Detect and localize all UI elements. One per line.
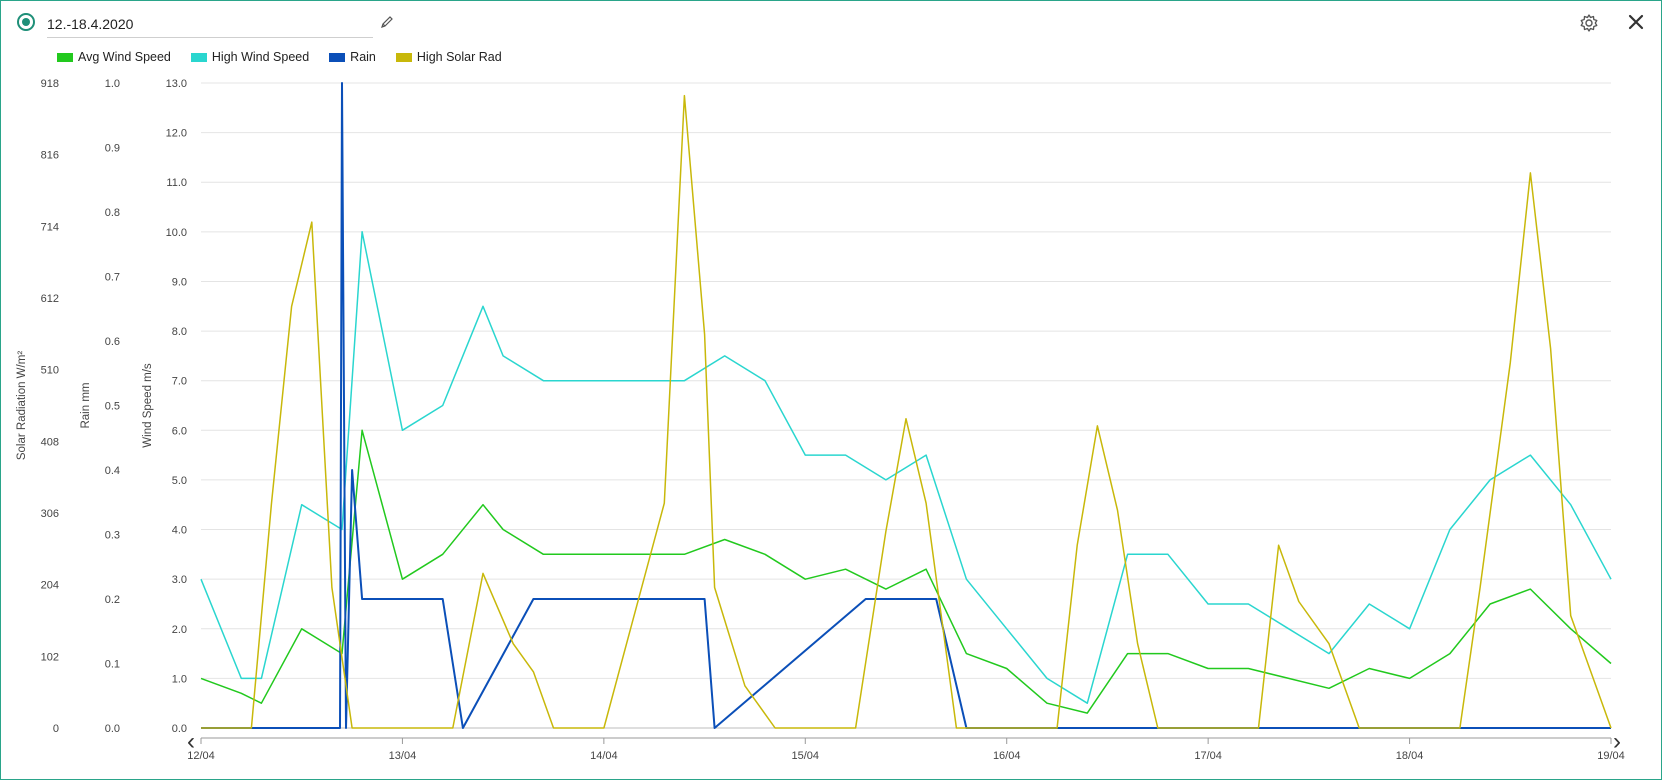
series-line-0 bbox=[200, 429, 1612, 714]
legend: Avg Wind Speed High Wind Speed Rain High So… bbox=[57, 47, 502, 67]
axis-title: Solar Radiation W/m² bbox=[16, 351, 28, 460]
tick-label: 816 bbox=[41, 150, 59, 162]
x-axis: 12/04 13/04 14/04 15/04 16/04 17/04 18/04 19/04 bbox=[187, 737, 1625, 762]
legend-label: High Wind Speed bbox=[211, 50, 310, 64]
tick-label: 918 bbox=[41, 78, 59, 90]
x-tick-label: 19/04 bbox=[1597, 750, 1625, 762]
series-line-3 bbox=[201, 94, 1612, 729]
x-tick-label: 15/04 bbox=[792, 750, 820, 762]
tick-label: 0.7 bbox=[105, 272, 120, 284]
legend-label: High Solar Rad bbox=[416, 50, 502, 64]
tick-label: 1.0 bbox=[105, 78, 120, 90]
tick-label: 2.0 bbox=[172, 624, 187, 636]
tick-label: 510 bbox=[41, 365, 59, 377]
legend-item[interactable]: High Solar Rad bbox=[395, 50, 502, 64]
legend-label: Rain bbox=[350, 50, 376, 64]
status-dot-icon[interactable] bbox=[17, 13, 35, 31]
tick-label: 10.0 bbox=[166, 227, 187, 239]
tick-label: 306 bbox=[41, 508, 59, 520]
tick-label: 0.8 bbox=[105, 207, 120, 219]
tick-label: 5.0 bbox=[172, 475, 187, 487]
legend-item[interactable]: Avg Wind Speed bbox=[57, 50, 171, 64]
tick-label: 4.0 bbox=[172, 525, 187, 537]
tick-label: 0.4 bbox=[105, 465, 120, 477]
tick-label: 204 bbox=[41, 580, 59, 592]
solar-axis: 0 102 204 306 408 510 612 714 816 918 Solar Radiat… bbox=[16, 78, 59, 735]
tick-label: 6.0 bbox=[172, 425, 187, 437]
wind-axis: 0.0 1.0 2.0 3.0 4.0 5.0 6.0 7.0 8.0 9.0 10.0 11.0 12… bbox=[142, 78, 187, 735]
next-button[interactable]: › bbox=[1613, 728, 1621, 755]
prev-button[interactable]: ‹ bbox=[187, 728, 195, 755]
axis-title: Wind Speed m/s bbox=[142, 363, 154, 448]
pencil-icon[interactable] bbox=[379, 14, 395, 30]
tick-label: 0.0 bbox=[105, 723, 120, 735]
tick-label: 714 bbox=[41, 221, 59, 233]
tick-label: 0.1 bbox=[105, 659, 120, 671]
legend-item[interactable]: High Wind Speed bbox=[190, 50, 310, 64]
x-tick-label: 14/04 bbox=[590, 750, 618, 762]
tick-label: 12.0 bbox=[166, 128, 187, 140]
x-tick-label: 16/04 bbox=[993, 750, 1021, 762]
tick-label: 3.0 bbox=[172, 574, 187, 586]
tick-label: 13.0 bbox=[166, 78, 187, 90]
legend-item[interactable]: Rain bbox=[329, 50, 376, 64]
legend-swatch bbox=[57, 52, 73, 62]
tick-label: 11.0 bbox=[166, 177, 187, 189]
tick-label: 0.6 bbox=[105, 336, 120, 348]
gear-icon[interactable] bbox=[1579, 13, 1599, 33]
tick-label: 408 bbox=[41, 436, 59, 448]
close-icon[interactable] bbox=[1625, 11, 1647, 33]
grid-lines bbox=[201, 82, 1611, 729]
x-tick-label: 13/04 bbox=[389, 750, 417, 762]
header-bar bbox=[1, 1, 1661, 45]
legend-label: Avg Wind Speed bbox=[78, 50, 171, 64]
rain-axis: 0.0 0.1 0.2 0.3 0.4 0.5 0.6 0.7 0.8 0.9 1.0 Rain mm bbox=[80, 78, 120, 735]
tick-label: 0.0 bbox=[172, 723, 187, 735]
tick-label: 0.9 bbox=[105, 143, 120, 155]
tick-label: 9.0 bbox=[172, 276, 187, 288]
series-line-2 bbox=[201, 82, 1611, 729]
tick-label: 102 bbox=[41, 651, 59, 663]
tick-label: 0.2 bbox=[105, 594, 120, 606]
series-group bbox=[200, 82, 1612, 729]
tick-label: 0.5 bbox=[105, 401, 120, 413]
series-line-1 bbox=[200, 231, 1612, 704]
x-tick-label: 17/04 bbox=[1194, 750, 1222, 762]
tick-label: 0 bbox=[53, 723, 59, 735]
tick-label: 612 bbox=[41, 293, 59, 305]
legend-swatch bbox=[329, 52, 346, 62]
date-range-input[interactable] bbox=[47, 11, 373, 38]
axis-title: Rain mm bbox=[80, 382, 92, 428]
tick-label: 7.0 bbox=[172, 376, 187, 388]
x-tick-label: 18/04 bbox=[1396, 750, 1424, 762]
tick-label: 0.3 bbox=[105, 530, 120, 542]
x-tick-label: 12/04 bbox=[187, 750, 215, 762]
tick-label: 1.0 bbox=[172, 673, 187, 685]
tick-label: 8.0 bbox=[172, 326, 187, 338]
legend-swatch bbox=[395, 52, 412, 62]
legend-swatch bbox=[190, 52, 207, 62]
